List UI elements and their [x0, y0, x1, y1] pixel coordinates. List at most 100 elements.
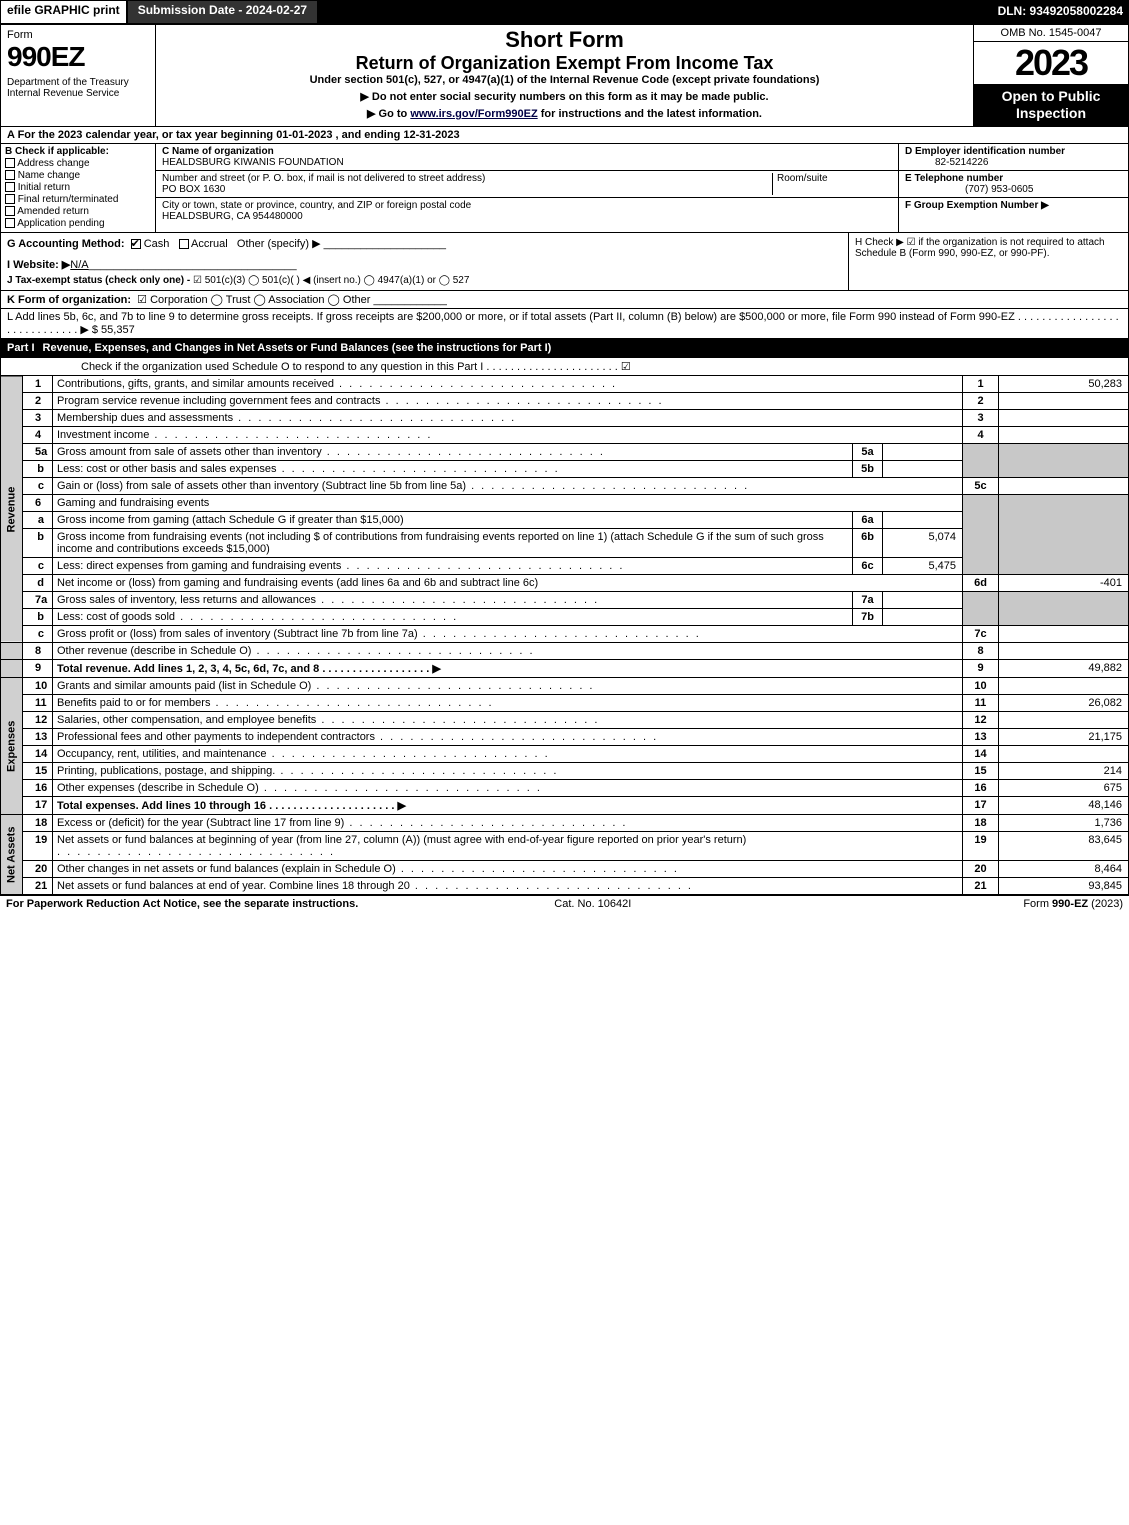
- footer: For Paperwork Reduction Act Notice, see …: [0, 895, 1129, 912]
- col-c: C Name of organization HEALDSBURG KIWANI…: [156, 144, 898, 232]
- row-1-num: 1: [23, 376, 53, 393]
- row-6b-num: b: [23, 529, 53, 558]
- row-15-num: 15: [23, 763, 53, 780]
- footer-form: Form 990-EZ (2023): [1023, 898, 1123, 910]
- d-ein-value: 82-5214226: [905, 157, 988, 168]
- b-opt-initial[interactable]: Initial return: [5, 182, 151, 193]
- irs-link[interactable]: www.irs.gov/Form990EZ: [410, 108, 537, 120]
- row-13-amt: 21,175: [999, 729, 1129, 746]
- submission-date-button[interactable]: Submission Date - 2024-02-27: [127, 0, 318, 24]
- row-1-ln: 1: [963, 376, 999, 393]
- side-net-assets: Net Assets: [1, 815, 23, 895]
- dept-label: Department of the Treasury Internal Reve…: [7, 77, 149, 99]
- tax-year: 2023: [974, 42, 1128, 84]
- footer-left: For Paperwork Reduction Act Notice, see …: [6, 898, 358, 910]
- row-16-ln: 16: [963, 780, 999, 797]
- row-11-desc: Benefits paid to or for members: [53, 695, 963, 712]
- section-g-h: G Accounting Method: Cash Accrual Other …: [0, 233, 1129, 291]
- c-city-label: City or town, state or province, country…: [162, 200, 471, 211]
- b-opt-amended[interactable]: Amended return: [5, 206, 151, 217]
- k-form-org: K Form of organization: ☑ Corporation ◯ …: [0, 291, 1129, 309]
- row-5b-num: b: [23, 461, 53, 478]
- row-5a-iln: 5a: [853, 444, 883, 461]
- row-14-desc: Occupancy, rent, utilities, and maintena…: [53, 746, 963, 763]
- row-9-amt: 49,882: [999, 660, 1129, 678]
- row-9-desc: Total revenue. Add lines 1, 2, 3, 4, 5c,…: [53, 660, 963, 678]
- b-opt-name[interactable]: Name change: [5, 170, 151, 181]
- c-name-value: HEALDSBURG KIWANIS FOUNDATION: [162, 157, 344, 168]
- row-8-desc: Other revenue (describe in Schedule O): [53, 643, 963, 660]
- col-b: B Check if applicable: Address change Na…: [1, 144, 156, 232]
- row-17-desc: Total expenses. Add lines 10 through 16 …: [53, 797, 963, 815]
- row-16-num: 16: [23, 780, 53, 797]
- row-6a-iamt: [883, 512, 963, 529]
- row-7c-desc: Gross profit or (loss) from sales of inv…: [53, 626, 963, 643]
- col-d-e-f: D Employer identification number 82-5214…: [898, 144, 1128, 232]
- row-7c-num: c: [23, 626, 53, 643]
- row-4-desc: Investment income: [53, 427, 963, 444]
- g-accrual-check[interactable]: [179, 239, 189, 249]
- topbar: efile GRAPHIC print Submission Date - 20…: [0, 0, 1129, 24]
- row-7a-num: 7a: [23, 592, 53, 609]
- b-opt-pending[interactable]: Application pending: [5, 218, 151, 229]
- row-18-amt: 1,736: [999, 815, 1129, 832]
- row-7b-num: b: [23, 609, 53, 626]
- row-6c-iamt: 5,475: [883, 558, 963, 575]
- c-city-value: HEALDSBURG, CA 954480000: [162, 211, 303, 222]
- row-12-num: 12: [23, 712, 53, 729]
- row-4-ln: 4: [963, 427, 999, 444]
- row-14-amt: [999, 746, 1129, 763]
- row-11-ln: 11: [963, 695, 999, 712]
- row-6c-num: c: [23, 558, 53, 575]
- part1-check: Check if the organization used Schedule …: [0, 358, 1129, 376]
- row-19-ln: 19: [963, 832, 999, 861]
- row-13-desc: Professional fees and other payments to …: [53, 729, 963, 746]
- row-7c-ln: 7c: [963, 626, 999, 643]
- row-17-num: 17: [23, 797, 53, 815]
- row-19-amt: 83,645: [999, 832, 1129, 861]
- row-5b-desc: Less: cost or other basis and sales expe…: [53, 461, 853, 478]
- row-6a-num: a: [23, 512, 53, 529]
- row-11-amt: 26,082: [999, 695, 1129, 712]
- row-6-amt-shade: [999, 495, 1129, 575]
- row-10-num: 10: [23, 678, 53, 695]
- row-3-num: 3: [23, 410, 53, 427]
- row-20-desc: Other changes in net assets or fund bala…: [53, 861, 963, 878]
- row-8-amt: [999, 643, 1129, 660]
- row-7ab-ln-shade: [963, 592, 999, 626]
- row-5c-num: c: [23, 478, 53, 495]
- under-section: Under section 501(c), 527, or 4947(a)(1)…: [162, 74, 967, 86]
- b-opt-address[interactable]: Address change: [5, 158, 151, 169]
- row-6c-iln: 6c: [853, 558, 883, 575]
- open-to-public: Open to Public Inspection: [974, 84, 1128, 126]
- row-14-num: 14: [23, 746, 53, 763]
- row-5a-iamt: [883, 444, 963, 461]
- row-17-ln: 17: [963, 797, 999, 815]
- b-opt-final[interactable]: Final return/terminated: [5, 194, 151, 205]
- row-3-desc: Membership dues and assessments: [53, 410, 963, 427]
- g-cash-check[interactable]: [131, 239, 141, 249]
- efile-print-button[interactable]: efile GRAPHIC print: [0, 0, 127, 24]
- row-14-ln: 14: [963, 746, 999, 763]
- row-10-amt: [999, 678, 1129, 695]
- row-3-ln: 3: [963, 410, 999, 427]
- side-rev-cont2: [1, 660, 23, 678]
- row-13-num: 13: [23, 729, 53, 746]
- row-20-ln: 20: [963, 861, 999, 878]
- row-6a-desc: Gross income from gaming (attach Schedul…: [53, 512, 853, 529]
- row-5a-num: 5a: [23, 444, 53, 461]
- row-7ab-amt-shade: [999, 592, 1129, 626]
- row-4-num: 4: [23, 427, 53, 444]
- row-10-ln: 10: [963, 678, 999, 695]
- row-5ab-ln-shade: [963, 444, 999, 478]
- form-number: 990EZ: [7, 41, 149, 73]
- row-15-ln: 15: [963, 763, 999, 780]
- i-website: I Website: ▶N/A_________________________…: [7, 258, 842, 271]
- row-9-num: 9: [23, 660, 53, 678]
- row-5b-iamt: [883, 461, 963, 478]
- row-6d-amt: -401: [999, 575, 1129, 592]
- row-21-desc: Net assets or fund balances at end of ye…: [53, 878, 963, 895]
- row-7b-desc: Less: cost of goods sold: [53, 609, 853, 626]
- row-2-ln: 2: [963, 393, 999, 410]
- row-6c-desc: Less: direct expenses from gaming and fu…: [53, 558, 853, 575]
